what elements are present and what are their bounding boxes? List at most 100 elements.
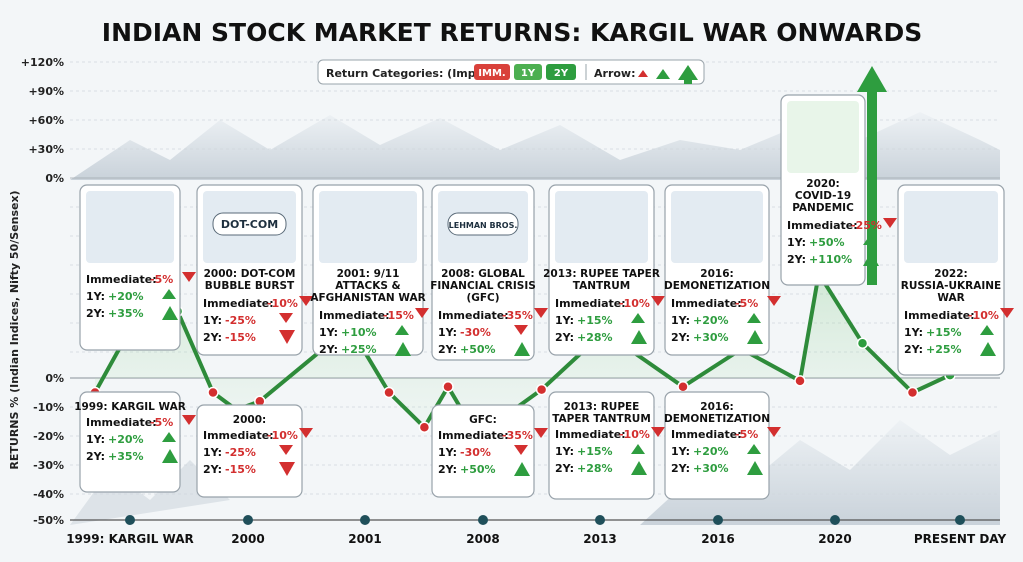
- stat-label: Immediate:: [787, 219, 858, 232]
- arrow-down-icon: [279, 445, 293, 455]
- x-tick-label: 2016: [701, 532, 734, 546]
- y-tick-label: +90%: [28, 85, 64, 98]
- stat-label: Immediate:: [904, 309, 975, 322]
- event-title: 2000:: [233, 414, 266, 426]
- stat-label: Immediate:: [86, 273, 157, 286]
- arrow-down-icon: [514, 325, 528, 335]
- data-point: [794, 375, 806, 387]
- event-title: TANTRUM: [573, 280, 630, 292]
- stat-value: -10%: [619, 297, 650, 310]
- stat-value: +50%: [809, 236, 845, 249]
- stat-value: -15%: [225, 331, 256, 344]
- event-title: RUSSIA-UKRAINE: [901, 280, 1001, 292]
- arrow-up-icon: [631, 330, 647, 344]
- stat-value: +25%: [341, 343, 377, 356]
- stat-value: +20%: [108, 433, 144, 446]
- x-axis-node: [830, 515, 840, 525]
- legend-label: Return Categories: (Imp):: [326, 67, 485, 80]
- stat-label: Immediate:: [203, 429, 274, 442]
- arrow-up-icon: [863, 252, 879, 266]
- stat-label: 1Y:: [203, 446, 222, 459]
- stat-value: +30%: [693, 331, 729, 344]
- arrow-up-icon: [162, 306, 178, 320]
- arrow-down-icon: [299, 428, 313, 438]
- x-axis-node: [125, 515, 135, 525]
- arrow-down-icon: [514, 445, 528, 455]
- arrow-up-icon: [863, 235, 877, 245]
- arrow-up-icon: [980, 325, 994, 335]
- stat-label: Immediate:: [203, 297, 274, 310]
- y-tick-label: -40%: [33, 488, 64, 501]
- stat-value: -15%: [383, 309, 414, 322]
- arrow-up-icon: [631, 313, 645, 323]
- data-point: [906, 386, 919, 399]
- stat-value: -35%: [502, 429, 533, 442]
- stat-label: 1Y:: [555, 314, 574, 327]
- x-tick-label: 2008: [466, 532, 499, 546]
- stat-label: 1Y:: [671, 445, 690, 458]
- y-tick-label: +30%: [28, 143, 64, 156]
- arrow-down-icon: [767, 427, 781, 437]
- y-axis-ticks: +120% +90% +60% +30% 0% 0% -10% -20% -30% -40% -50…: [21, 56, 64, 527]
- y-tick-label: -20%: [33, 430, 64, 443]
- stat-value: -30%: [460, 326, 491, 339]
- x-axis: 1999: KARGIL WAR 2000 2001 2008 2013 2016 2020…: [66, 515, 1006, 546]
- stat-label: 1Y:: [319, 326, 338, 339]
- arrow-up-icon: [162, 432, 176, 442]
- event-card: 2016:DEMONETIZATION Immediate:-5% 1Y: +20%2…: [664, 184, 781, 356]
- stat-label: 2Y:: [86, 307, 105, 320]
- event-title: GFC:: [469, 414, 497, 426]
- event-card-lower: 2000: Immediate:-10% 1Y: -25%2Y: -15%: [196, 404, 313, 498]
- stat-value: +50%: [460, 463, 496, 476]
- stat-value: -5%: [735, 297, 758, 310]
- stat-label: 2Y:: [671, 462, 690, 475]
- data-point: [535, 383, 548, 396]
- legend-item-2y: 2Y: [554, 68, 569, 79]
- event-title: 2000: DOT-COM: [204, 268, 296, 280]
- y-tick-label: +120%: [21, 56, 64, 69]
- stat-label: 2Y:: [555, 462, 574, 475]
- stat-label: 1Y:: [904, 326, 923, 339]
- stat-label: 2Y:: [86, 450, 105, 463]
- stat-label: 2Y:: [787, 253, 806, 266]
- stat-value: +28%: [577, 462, 613, 475]
- stat-value: +30%: [693, 462, 729, 475]
- stat-label: Immediate:: [438, 429, 509, 442]
- stat-label: 1Y:: [438, 446, 457, 459]
- event-title: FINANCIAL CRISIS: [430, 280, 536, 292]
- arrow-up-icon: [395, 325, 409, 335]
- arrow-up-icon: [980, 342, 996, 356]
- stat-value: +15%: [926, 326, 962, 339]
- stat-label: 2Y:: [438, 463, 457, 476]
- arrow-up-icon: [631, 461, 647, 475]
- data-point: [856, 337, 869, 349]
- y-tick-label: 0%: [45, 372, 64, 385]
- arrow-down-icon: [182, 415, 196, 425]
- event-title: ATTACKS &: [335, 280, 400, 292]
- stat-label: Immediate:: [438, 309, 509, 322]
- data-point: [418, 421, 431, 434]
- stat-value: -35%: [502, 309, 533, 322]
- stat-value: +20%: [108, 290, 144, 303]
- stat-value: +20%: [693, 314, 729, 327]
- y-axis-label: RETURNS % (Indian Indices, Nifty 50/Sens…: [8, 190, 21, 469]
- arrow-down-icon: [182, 272, 196, 282]
- stat-value: -5%: [150, 273, 173, 286]
- stat-value: -10%: [968, 309, 999, 322]
- arrow-down-icon: [1000, 308, 1014, 318]
- event-illustration: [787, 101, 859, 173]
- event-badge: [447, 212, 519, 236]
- arrow-up-icon: [747, 313, 761, 323]
- stat-label: Immediate:: [555, 297, 626, 310]
- arrow-up-icon: [514, 462, 530, 476]
- data-point: [677, 380, 689, 393]
- stat-value: -5%: [735, 428, 758, 441]
- stat-value: -15%: [225, 463, 256, 476]
- x-axis-node: [595, 515, 605, 525]
- event-illustration: [555, 191, 648, 263]
- stat-value: -10%: [267, 429, 298, 442]
- stat-label: Immediate:: [86, 416, 157, 429]
